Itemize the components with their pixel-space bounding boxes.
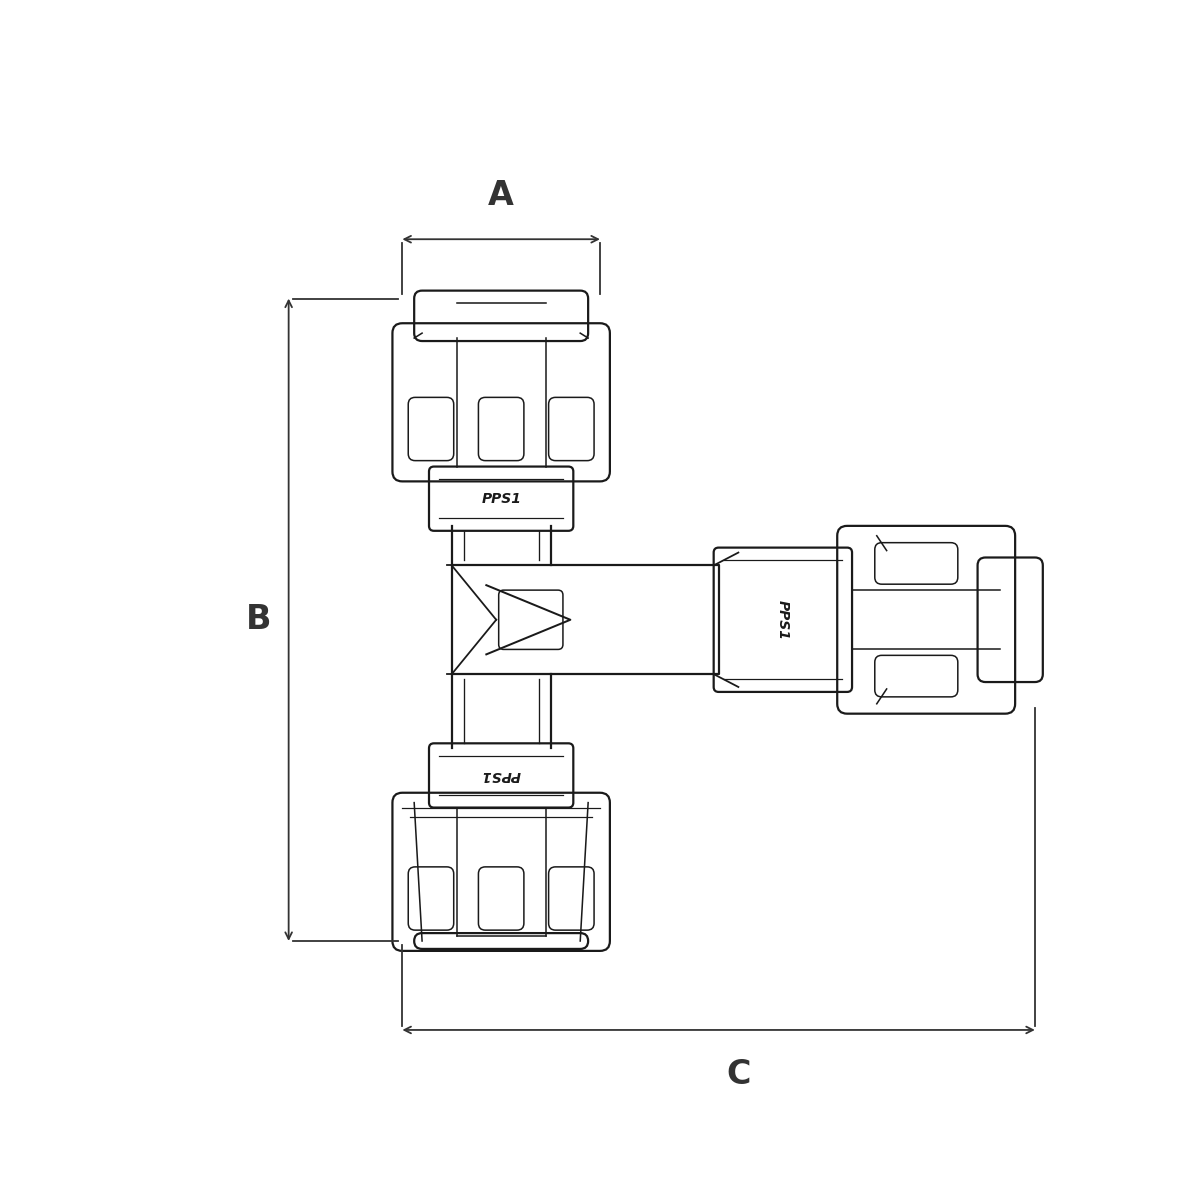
- Text: PPS1: PPS1: [776, 600, 790, 640]
- Text: PPS1: PPS1: [481, 768, 521, 782]
- Text: B: B: [246, 604, 271, 636]
- Text: PPS1: PPS1: [481, 492, 521, 505]
- Text: A: A: [488, 179, 514, 211]
- Text: C: C: [726, 1057, 751, 1091]
